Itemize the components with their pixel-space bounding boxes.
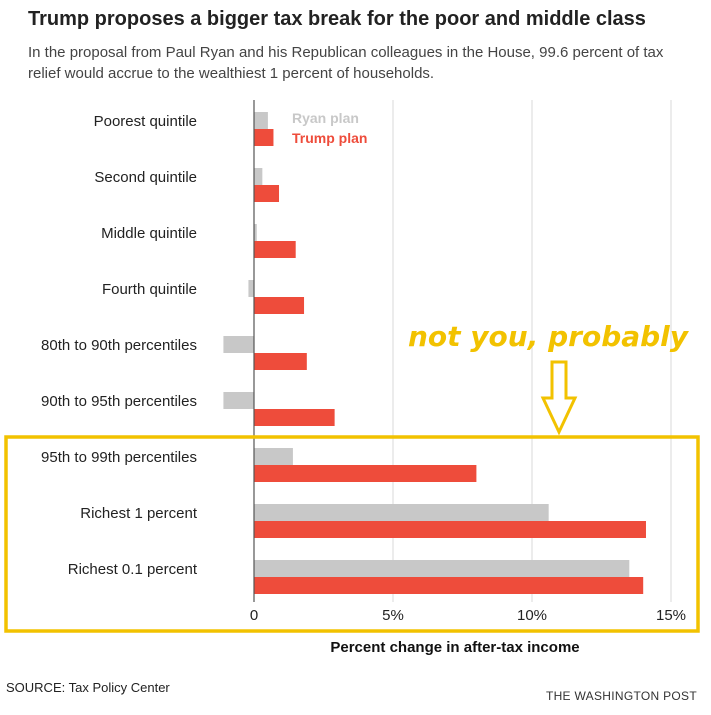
bar-ryan-plan (254, 168, 263, 185)
legend-ryan-plan: Ryan plan (292, 110, 359, 126)
x-tick-label: 15% (656, 607, 686, 624)
bar-trump-plan (254, 353, 307, 370)
publisher-credit: THE WASHINGTON POST (545, 689, 697, 703)
bar-ryan-plan (248, 280, 254, 297)
category-label: 95th to 99th percentiles (41, 449, 197, 466)
bar-ryan-plan (223, 336, 254, 353)
bar-trump-plan (254, 297, 305, 314)
bar-trump-plan (254, 577, 644, 594)
bar-trump-plan (254, 521, 646, 538)
category-label: Richest 1 percent (80, 505, 198, 522)
x-tick-label: 0 (250, 607, 258, 624)
category-label: Fourth quintile (102, 281, 197, 298)
bar-trump-plan (254, 409, 335, 426)
annotation-text: not you, probably (408, 320, 690, 353)
bar-ryan-plan (254, 448, 293, 465)
bar-ryan-plan (254, 112, 268, 129)
x-tick-label: 5% (382, 607, 404, 624)
category-label: Second quintile (94, 169, 197, 186)
category-label: Poorest quintile (94, 113, 197, 130)
bar-trump-plan (254, 185, 280, 202)
bar-trump-plan (254, 241, 296, 258)
chart-title: Trump proposes a bigger tax break for th… (28, 8, 646, 30)
category-label: 90th to 95th percentiles (41, 393, 197, 410)
bar-ryan-plan (254, 224, 257, 241)
category-label: 80th to 90th percentiles (41, 337, 197, 354)
bar-trump-plan (254, 129, 274, 146)
x-tick-label: 10% (517, 607, 547, 624)
chart-subtitle: In the proposal from Paul Ryan and his R… (28, 44, 664, 82)
legend-trump-plan: Trump plan (292, 130, 367, 146)
bar-ryan-plan (254, 504, 549, 521)
category-label: Middle quintile (101, 225, 197, 242)
category-label: Richest 0.1 percent (68, 561, 198, 578)
down-arrow-icon (540, 360, 578, 436)
x-axis-label: Percent change in after-tax income (330, 639, 579, 656)
source-note: SOURCE: Tax Policy Center (6, 680, 170, 695)
bar-ryan-plan (223, 392, 254, 409)
bar-ryan-plan (254, 560, 630, 577)
bar-trump-plan (254, 465, 477, 482)
highlight-box (4, 435, 700, 633)
